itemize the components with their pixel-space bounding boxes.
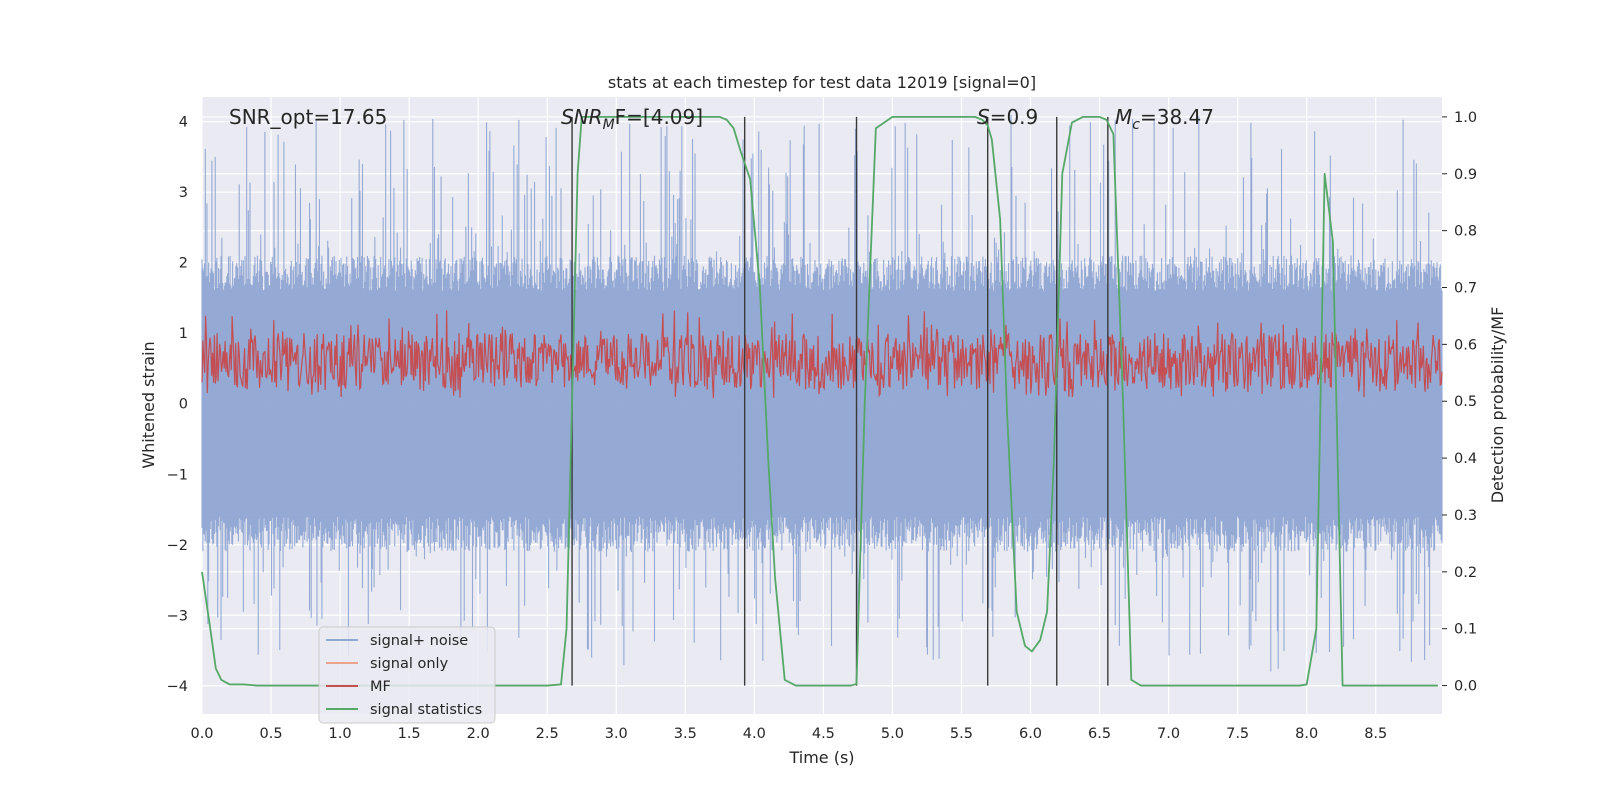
x-tick-label: 6.5 bbox=[1088, 726, 1111, 742]
annotation-s: S=0.9 bbox=[977, 105, 1038, 129]
legend-label-mf: MF bbox=[370, 679, 391, 695]
annotation-s-main: S bbox=[977, 105, 990, 129]
x-tick-label: 5.5 bbox=[950, 726, 973, 742]
left-y-tick-label: 2 bbox=[179, 256, 188, 272]
x-tick-label: 1.0 bbox=[329, 726, 352, 742]
annotation-s-rest: =0.9 bbox=[990, 105, 1039, 129]
left-y-tick-label: −2 bbox=[167, 538, 188, 554]
right-y-tick-label: 0.9 bbox=[1454, 167, 1477, 183]
chart-title: stats at each timestep for test data 120… bbox=[608, 73, 1036, 92]
right-y-tick-label: 0.7 bbox=[1454, 281, 1477, 297]
annotation-snr-mf-rest: F=[4.09] bbox=[615, 105, 703, 129]
right-y-tick-label: 0.6 bbox=[1454, 337, 1477, 353]
x-tick-label: 0.0 bbox=[190, 726, 213, 742]
right-y-tick-label: 0.5 bbox=[1454, 394, 1477, 410]
x-tick-label: 4.0 bbox=[743, 726, 766, 742]
annotation-mc-rest: =38.47 bbox=[1140, 105, 1214, 129]
legend-label-signal-statistics: signal statistics bbox=[370, 702, 482, 718]
right-y-tick-label: 0.4 bbox=[1454, 451, 1477, 467]
x-tick-label: 0.5 bbox=[260, 726, 283, 742]
right-y-tick-label: 1.0 bbox=[1454, 110, 1477, 126]
x-axis-label: Time (s) bbox=[788, 748, 854, 767]
legend-label-signal-noise: signal+ noise bbox=[370, 633, 468, 649]
right-y-axis-ticks: 0.0 0.1 0.2 0.3 0.4 0.5 0.6 0.7 0.8 0.9 1.0 bbox=[1442, 110, 1477, 695]
right-y-tick-label: 0.1 bbox=[1454, 622, 1477, 638]
legend: signal+ noise signal only MF signal stat… bbox=[318, 626, 496, 724]
left-y-axis-label: Whitened strain bbox=[139, 341, 158, 468]
right-y-tick-label: 0.0 bbox=[1454, 679, 1477, 695]
x-tick-label: 5.0 bbox=[881, 726, 904, 742]
x-tick-label: 7.5 bbox=[1226, 726, 1249, 742]
left-y-tick-label: −3 bbox=[167, 608, 188, 624]
vertical-markers bbox=[571, 116, 1109, 686]
signal-statistics-trace bbox=[201, 116, 1438, 687]
x-tick-label: 1.5 bbox=[398, 726, 421, 742]
x-tick-label: 6.0 bbox=[1019, 726, 1042, 742]
x-axis-ticks: 0.0 0.5 1.0 1.5 2.0 2.5 3.0 3.5 4.0 4.5 5.0 5.5 6.0 6… bbox=[190, 726, 1387, 742]
annotation-snr-mf-main: SNR bbox=[561, 105, 603, 129]
left-y-tick-label: 3 bbox=[179, 185, 188, 201]
x-tick-label: 4.5 bbox=[812, 726, 835, 742]
left-y-tick-label: −4 bbox=[167, 679, 188, 695]
legend-box bbox=[318, 626, 496, 724]
annotation-snr-mf-sub: M bbox=[603, 117, 615, 133]
right-y-tick-label: 0.8 bbox=[1454, 224, 1477, 240]
x-tick-label: 2.5 bbox=[536, 726, 559, 742]
left-y-axis-ticks: −4 −3 −2 −1 0 1 2 3 4 bbox=[167, 115, 188, 695]
signal-statistics-series bbox=[201, 116, 1438, 687]
left-y-tick-label: 1 bbox=[179, 326, 188, 342]
left-y-tick-label: −1 bbox=[167, 467, 188, 483]
annotation-mc-sub: c bbox=[1132, 117, 1140, 133]
x-tick-label: 8.0 bbox=[1295, 726, 1318, 742]
annotation-mc-main: M bbox=[1115, 105, 1132, 129]
x-tick-label: 8.5 bbox=[1364, 726, 1387, 742]
mf-series bbox=[201, 310, 1443, 399]
right-y-tick-label: 0.3 bbox=[1454, 508, 1477, 524]
x-tick-label: 7.0 bbox=[1157, 726, 1180, 742]
annotation-snr-opt: SNR_opt=17.65 bbox=[229, 105, 387, 129]
annotation-mc: Mc=38.47 bbox=[1115, 105, 1214, 133]
mf-trace bbox=[201, 310, 1443, 399]
x-tick-label: 3.5 bbox=[674, 726, 697, 742]
x-tick-label: 3.0 bbox=[605, 726, 628, 742]
x-tick-label: 2.0 bbox=[467, 726, 490, 742]
right-y-axis-label: Detection probability/MF bbox=[1488, 307, 1507, 504]
annotation-snr-mf: SNRMF=[4.09] bbox=[561, 105, 703, 133]
legend-label-signal-only: signal only bbox=[370, 656, 449, 672]
left-y-tick-label: 4 bbox=[179, 115, 188, 131]
right-y-tick-label: 0.2 bbox=[1454, 565, 1477, 581]
left-y-tick-label: 0 bbox=[179, 397, 188, 413]
